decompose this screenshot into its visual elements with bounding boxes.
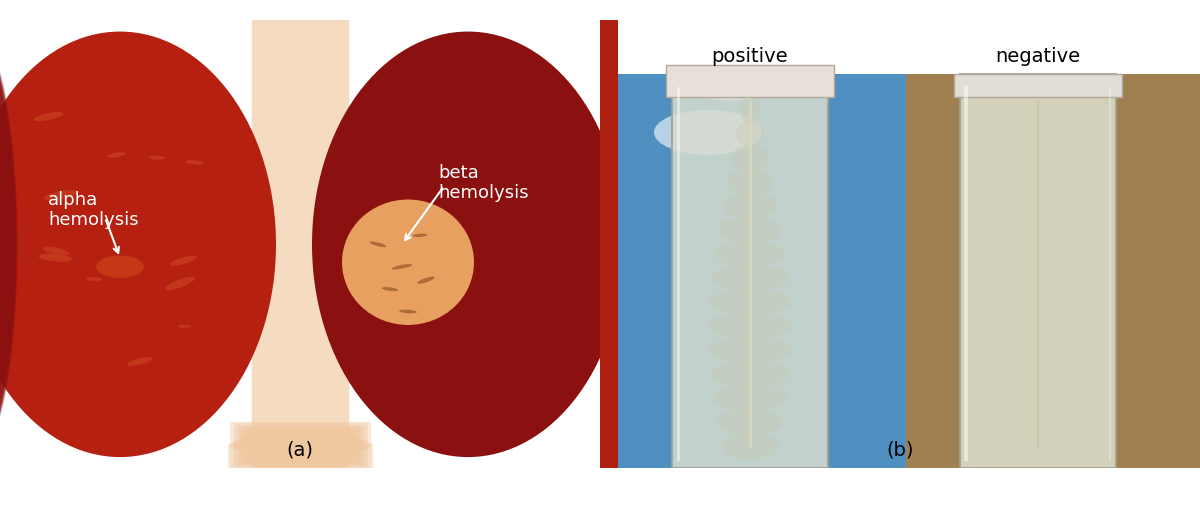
Text: beta
hemolysis: beta hemolysis [438, 164, 529, 203]
Bar [233, 423, 367, 448]
Bar [240, 438, 360, 463]
Ellipse shape [34, 112, 64, 121]
Bar [228, 444, 372, 468]
Ellipse shape [86, 277, 103, 281]
Text: alpha
hemolysis: alpha hemolysis [48, 190, 139, 230]
Ellipse shape [736, 121, 764, 148]
Text: (b): (b) [887, 440, 913, 459]
Bar [960, 74, 1116, 468]
Bar [242, 428, 358, 453]
Ellipse shape [43, 190, 78, 200]
Bar [618, 74, 906, 468]
Ellipse shape [0, 32, 17, 457]
Ellipse shape [0, 32, 276, 457]
Ellipse shape [342, 200, 474, 325]
Ellipse shape [185, 160, 204, 165]
Ellipse shape [370, 241, 386, 247]
Ellipse shape [169, 256, 197, 266]
Bar [252, 433, 348, 457]
Ellipse shape [96, 256, 144, 278]
Ellipse shape [713, 384, 787, 411]
Ellipse shape [42, 247, 70, 255]
Ellipse shape [418, 276, 434, 284]
Ellipse shape [708, 336, 792, 363]
Ellipse shape [127, 357, 152, 366]
Ellipse shape [708, 313, 792, 340]
Bar [666, 65, 834, 97]
Bar [240, 427, 360, 451]
Ellipse shape [0, 32, 16, 457]
Ellipse shape [696, 74, 768, 101]
Text: (a): (a) [287, 440, 313, 459]
Bar [235, 440, 365, 465]
Bar [230, 422, 370, 447]
Ellipse shape [721, 433, 779, 459]
Bar [247, 430, 353, 455]
Bar [245, 436, 355, 461]
Ellipse shape [718, 408, 782, 435]
Ellipse shape [312, 32, 624, 457]
Bar [235, 425, 365, 449]
Ellipse shape [166, 277, 196, 290]
Bar [906, 74, 1200, 468]
Text: positive: positive [712, 47, 788, 66]
Ellipse shape [107, 152, 126, 157]
Bar [252, 20, 348, 468]
Bar [247, 435, 353, 459]
Ellipse shape [0, 32, 16, 457]
Ellipse shape [718, 216, 782, 243]
Ellipse shape [392, 264, 412, 269]
Ellipse shape [38, 253, 72, 262]
Ellipse shape [0, 32, 17, 457]
Ellipse shape [178, 325, 191, 328]
Ellipse shape [732, 145, 768, 172]
Bar [233, 441, 367, 466]
Bar [238, 426, 362, 450]
Ellipse shape [0, 32, 16, 457]
Ellipse shape [0, 32, 18, 457]
Ellipse shape [0, 32, 14, 457]
Ellipse shape [0, 32, 17, 457]
Bar [600, 20, 618, 468]
Bar [250, 431, 350, 456]
Ellipse shape [710, 265, 790, 291]
Bar [672, 74, 828, 468]
Ellipse shape [654, 110, 762, 155]
Ellipse shape [710, 360, 790, 387]
Bar [245, 429, 355, 454]
Ellipse shape [413, 234, 427, 237]
Ellipse shape [149, 156, 166, 159]
Ellipse shape [722, 192, 778, 219]
Bar [238, 439, 362, 464]
Ellipse shape [382, 287, 398, 291]
Text: negative: negative [996, 47, 1080, 66]
Ellipse shape [739, 97, 761, 123]
Bar [242, 437, 358, 462]
Ellipse shape [400, 309, 416, 314]
Bar [250, 434, 350, 458]
Bar [954, 74, 1122, 97]
Ellipse shape [714, 240, 786, 267]
Bar [230, 442, 370, 467]
Ellipse shape [727, 168, 773, 195]
Ellipse shape [709, 289, 791, 316]
